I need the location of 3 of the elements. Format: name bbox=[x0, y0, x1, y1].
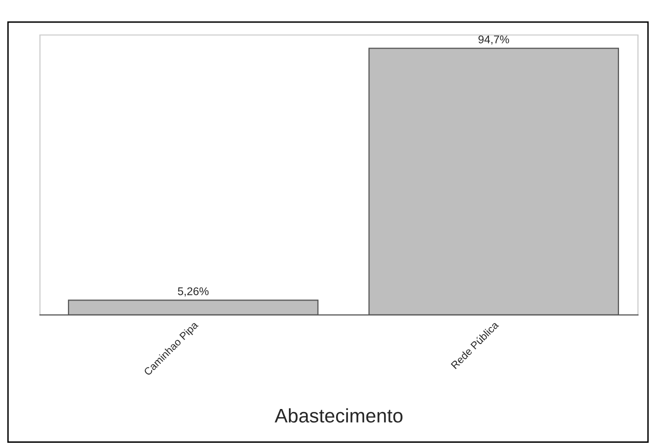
data-label: 5,26% bbox=[178, 287, 209, 296]
x-axis-title: Abastecimento bbox=[274, 408, 402, 423]
data-label: 94,7% bbox=[478, 35, 510, 45]
